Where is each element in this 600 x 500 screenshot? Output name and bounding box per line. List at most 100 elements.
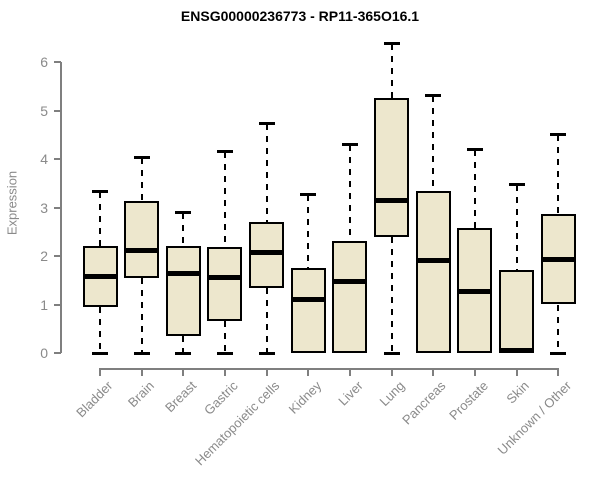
x-tick bbox=[432, 367, 435, 376]
y-tick-label: 2 bbox=[40, 248, 48, 264]
upper-whisker bbox=[99, 191, 101, 247]
upper-whisker-cap bbox=[300, 192, 317, 196]
upper-whisker bbox=[182, 213, 185, 247]
upper-whisker-cap bbox=[258, 121, 275, 125]
x-tick-label: Pancreas bbox=[399, 378, 449, 428]
lower-whisker bbox=[390, 236, 393, 352]
x-tick-label: Lung bbox=[376, 378, 408, 410]
upper-whisker bbox=[515, 185, 518, 271]
x-tick bbox=[515, 367, 518, 376]
lower-whisker bbox=[99, 306, 101, 352]
upper-whisker-cap bbox=[175, 211, 192, 215]
box-liver bbox=[332, 241, 368, 353]
y-tick-label: 1 bbox=[40, 296, 48, 313]
lower-whisker-cap bbox=[550, 352, 567, 355]
x-tick-label: Unknown / Other bbox=[494, 378, 574, 458]
upper-whisker bbox=[557, 134, 560, 215]
box-hematopoietic-cells bbox=[249, 222, 285, 289]
y-axis-line bbox=[60, 62, 62, 353]
median-line bbox=[499, 348, 535, 354]
y-tick bbox=[54, 158, 61, 160]
lower-whisker-cap bbox=[175, 352, 192, 355]
upper-whisker bbox=[432, 95, 435, 191]
upper-whisker-cap bbox=[383, 41, 400, 45]
upper-whisker bbox=[348, 145, 351, 242]
lower-whisker-cap bbox=[383, 352, 400, 355]
median-line bbox=[415, 258, 451, 264]
box-gastric bbox=[207, 246, 243, 322]
box-breast bbox=[165, 246, 201, 337]
upper-whisker-cap bbox=[550, 132, 567, 136]
y-tick-label: 4 bbox=[40, 151, 48, 167]
median-line bbox=[332, 279, 368, 285]
x-tick bbox=[223, 367, 226, 376]
y-tick-label: 3 bbox=[40, 199, 48, 216]
lower-whisker bbox=[557, 304, 560, 352]
y-tick bbox=[54, 206, 61, 209]
y-tick bbox=[54, 109, 61, 112]
lower-whisker-cap bbox=[216, 352, 233, 355]
upper-whisker-cap bbox=[466, 148, 483, 152]
chart-title: ENSG00000236773 - RP11-365O16.1 bbox=[180, 8, 420, 24]
x-tick bbox=[473, 367, 476, 376]
x-tick bbox=[390, 367, 393, 376]
x-tick bbox=[557, 367, 560, 376]
median-line bbox=[290, 296, 326, 302]
box-brain bbox=[124, 200, 160, 279]
x-tick bbox=[348, 367, 351, 376]
upper-whisker bbox=[307, 194, 310, 269]
median-line bbox=[457, 289, 493, 295]
upper-whisker bbox=[223, 151, 226, 247]
x-tick-label: Skin bbox=[503, 378, 533, 407]
median-line bbox=[82, 273, 118, 279]
upper-whisker-cap bbox=[133, 155, 150, 159]
box-kidney bbox=[290, 268, 326, 353]
upper-whisker bbox=[265, 123, 268, 223]
upper-whisker-cap bbox=[425, 93, 442, 97]
x-tick bbox=[140, 367, 143, 376]
upper-whisker-cap bbox=[341, 143, 358, 147]
median-line bbox=[249, 250, 285, 256]
median-line bbox=[165, 271, 201, 277]
x-tick bbox=[182, 367, 185, 376]
upper-whisker bbox=[390, 43, 393, 98]
lower-whisker bbox=[140, 278, 143, 352]
x-tick-label: Breast bbox=[161, 378, 199, 416]
y-tick bbox=[54, 303, 61, 306]
upper-whisker-cap bbox=[216, 149, 233, 153]
x-tick-label: Bladder bbox=[73, 378, 116, 421]
box-skin bbox=[499, 270, 535, 353]
y-tick-label: 5 bbox=[40, 102, 48, 119]
x-tick-label: Gastric bbox=[200, 378, 241, 418]
lower-whisker bbox=[182, 336, 185, 352]
upper-whisker-cap bbox=[508, 183, 525, 187]
median-line bbox=[374, 197, 410, 203]
box-lung bbox=[374, 97, 410, 237]
y-tick-label: 0 bbox=[40, 345, 48, 361]
x-tick-label: Liver bbox=[335, 378, 366, 409]
lower-whisker-cap bbox=[258, 352, 275, 355]
box-pancreas bbox=[415, 191, 451, 353]
upper-whisker bbox=[473, 150, 476, 229]
lower-whisker bbox=[265, 288, 268, 352]
y-tick bbox=[54, 61, 61, 63]
upper-whisker bbox=[140, 157, 143, 201]
x-tick bbox=[265, 367, 268, 376]
x-tick-label: Prostate bbox=[445, 378, 491, 423]
y-tick-label: 6 bbox=[40, 54, 48, 70]
x-tick bbox=[99, 367, 101, 376]
y-tick bbox=[54, 255, 61, 257]
median-line bbox=[207, 274, 243, 280]
upper-whisker-cap bbox=[92, 189, 108, 193]
x-tick-label: Brain bbox=[125, 378, 158, 411]
lower-whisker-cap bbox=[92, 352, 108, 355]
lower-whisker bbox=[223, 321, 226, 352]
y-tick bbox=[54, 352, 61, 354]
x-axis-line bbox=[99, 367, 560, 370]
median-line bbox=[124, 247, 160, 253]
lower-whisker-cap bbox=[133, 352, 150, 355]
median-line bbox=[540, 257, 576, 263]
x-tick bbox=[307, 367, 310, 376]
x-tick-label: Kidney bbox=[285, 378, 324, 417]
